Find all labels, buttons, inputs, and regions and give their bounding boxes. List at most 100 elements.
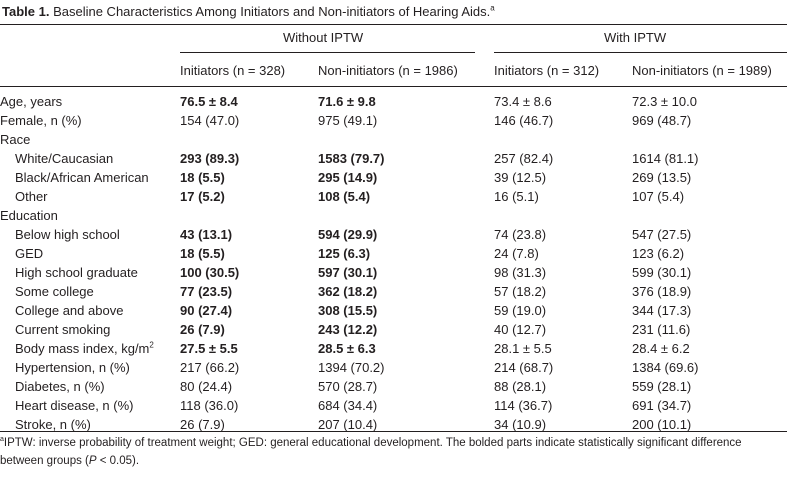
table-cell: 26 (7.9) bbox=[180, 417, 225, 432]
table-cell: 376 (18.9) bbox=[632, 284, 692, 299]
table-cell: 43 (13.1) bbox=[180, 227, 233, 242]
top-rule bbox=[0, 24, 787, 26]
row-label-text: Below high school bbox=[15, 227, 120, 242]
row-label-text: Diabetes, n (%) bbox=[15, 379, 105, 394]
table-cell: 73.4 ± 8.6 bbox=[494, 94, 552, 109]
table-cell: 17 (5.2) bbox=[180, 189, 225, 204]
table-cell: 18 (5.5) bbox=[180, 170, 225, 185]
bottom-rule bbox=[0, 431, 787, 433]
column-header-non-initiators-1: Non-initiators (n = 1986) bbox=[318, 63, 458, 78]
table-cell: 28.1 ± 5.5 bbox=[494, 341, 552, 356]
row-label: Some college bbox=[15, 282, 94, 301]
table-cell: 295 (14.9) bbox=[318, 170, 378, 185]
table-cell: 362 (18.2) bbox=[318, 284, 378, 299]
row-label: Diabetes, n (%) bbox=[15, 377, 105, 396]
table-cell: 200 (10.1) bbox=[632, 417, 692, 432]
footnote-marker: a bbox=[0, 436, 4, 444]
table-cell: 80 (24.4) bbox=[180, 379, 233, 394]
table-cell: 597 (30.1) bbox=[318, 265, 378, 280]
table-row: Current smoking 26 (7.9) 243 (12.2) 40 (12.… bbox=[0, 320, 787, 339]
table-row: College and above 90 (27.4) 308 (15.5) 59 (… bbox=[0, 301, 787, 320]
table-cell: 123 (6.2) bbox=[632, 246, 685, 261]
table-cell: 269 (13.5) bbox=[632, 170, 692, 185]
table-caption: Table 1. Baseline Characteristics Among … bbox=[2, 4, 495, 19]
row-label-text: GED bbox=[15, 246, 44, 261]
header-rule bbox=[0, 86, 787, 87]
caption-marker: a bbox=[490, 3, 495, 13]
table-cell: 16 (5.1) bbox=[494, 189, 539, 204]
table-cell: 18 (5.5) bbox=[180, 246, 225, 261]
table-cell: 24 (7.8) bbox=[494, 246, 539, 261]
table-cell: 308 (15.5) bbox=[318, 303, 378, 318]
row-label: Heart disease, n (%) bbox=[15, 396, 134, 415]
row-label-text: Age, years bbox=[0, 94, 63, 109]
table-cell: 88 (28.1) bbox=[494, 379, 547, 394]
table-cell: 599 (30.1) bbox=[632, 265, 692, 280]
table-cell: 257 (82.4) bbox=[494, 151, 554, 166]
table-row: Age, years 76.5 ± 8.4 71.6 ± 9.8 73.4 ± 8.6… bbox=[0, 92, 787, 111]
table-row: Stroke, n (%) 26 (7.9) 207 (10.4) 34 (10.9)… bbox=[0, 415, 787, 434]
column-header-initiators-1: Initiators (n = 328) bbox=[180, 63, 286, 78]
row-label-text: Other bbox=[15, 189, 48, 204]
table-cell: 27.5 ± 5.5 bbox=[180, 341, 238, 356]
row-label: High school graduate bbox=[15, 263, 138, 282]
row-label-text: College and above bbox=[15, 303, 124, 318]
table-footnote: aIPTW: inverse probability of treatment … bbox=[0, 434, 787, 470]
table-cell: 34 (10.9) bbox=[494, 417, 547, 432]
row-label: Age, years bbox=[0, 92, 62, 111]
table-cell: 114 (36.7) bbox=[494, 398, 553, 413]
table-cell: 26 (7.9) bbox=[180, 322, 225, 337]
table-cell: 1583 (79.7) bbox=[318, 151, 385, 166]
table-row: GED 18 (5.5) 125 (6.3) 24 (7.8) 123 (6.2) bbox=[0, 244, 787, 263]
table-cell: 243 (12.2) bbox=[318, 322, 378, 337]
table-cell: 39 (12.5) bbox=[494, 170, 547, 185]
table-row: White/Caucasian 293 (89.3) 1583 (79.7) 257 … bbox=[0, 149, 787, 168]
table-cell: 975 (49.1) bbox=[318, 113, 378, 128]
table-cell: 547 (27.5) bbox=[632, 227, 692, 242]
table-cell: 77 (23.5) bbox=[180, 284, 233, 299]
column-header-non-initiators-2: Non-initiators (n = 1989) bbox=[632, 63, 772, 78]
row-label-text: Body mass index, kg/m bbox=[15, 341, 150, 356]
table-cell: 559 (28.1) bbox=[632, 379, 692, 394]
table-cell: 118 (36.0) bbox=[180, 398, 239, 413]
footnote-p-symbol: P bbox=[88, 455, 97, 467]
footnote-text-end: < 0.05). bbox=[96, 455, 140, 467]
table-cell: 76.5 ± 8.4 bbox=[180, 94, 238, 109]
caption-text: Baseline Characteristics Among Initiator… bbox=[53, 4, 491, 19]
table-cell: 154 (47.0) bbox=[180, 113, 240, 128]
table-cell: 72.3 ± 10.0 bbox=[632, 94, 697, 109]
row-label: Body mass index, kg/m2 bbox=[15, 339, 154, 358]
table-row: High school graduate 100 (30.5) 597 (30.1)… bbox=[0, 263, 787, 282]
table-cell: 1394 (70.2) bbox=[318, 360, 385, 375]
table-cell: 59 (19.0) bbox=[494, 303, 547, 318]
table-cell: 684 (34.4) bbox=[318, 398, 378, 413]
row-label: Other bbox=[15, 187, 48, 206]
table-row: Female, n (%) 154 (47.0) 975 (49.1) 146 (46… bbox=[0, 111, 787, 130]
table-cell: 146 (46.7) bbox=[494, 113, 554, 128]
row-label-text: Race bbox=[0, 132, 31, 147]
row-label: Hypertension, n (%) bbox=[15, 358, 130, 377]
table-row: Black/African American 18 (5.5) 295 (14.9)… bbox=[0, 168, 787, 187]
group-rule-without-iptw bbox=[180, 52, 475, 53]
row-label-text: High school graduate bbox=[15, 265, 138, 280]
row-label: Female, n (%) bbox=[0, 111, 82, 130]
row-label-text: Education bbox=[0, 208, 58, 223]
row-label-text: Current smoking bbox=[15, 322, 111, 337]
table-cell: 207 (10.4) bbox=[318, 417, 378, 432]
group-header-without-iptw: Without IPTW bbox=[283, 30, 364, 45]
row-label-text: White/Caucasian bbox=[15, 151, 114, 166]
table-cell: 1614 (81.1) bbox=[632, 151, 699, 166]
row-label-text: Hypertension, n (%) bbox=[15, 360, 130, 375]
table-cell: 98 (31.3) bbox=[494, 265, 547, 280]
table-cell: 28.5 ± 6.3 bbox=[318, 341, 376, 356]
table-row: Some college 77 (23.5) 362 (18.2) 57 (18.2)… bbox=[0, 282, 787, 301]
row-label: Below high school bbox=[15, 225, 120, 244]
table-cell: 214 (68.7) bbox=[494, 360, 554, 375]
table-cell: 28.4 ± 6.2 bbox=[632, 341, 690, 356]
column-header-initiators-2: Initiators (n = 312) bbox=[494, 63, 600, 78]
table-cell: 691 (34.7) bbox=[632, 398, 692, 413]
row-label: Stroke, n (%) bbox=[15, 415, 91, 434]
group-header-with-iptw: With IPTW bbox=[604, 30, 667, 45]
table-row: Body mass index, kg/m2 27.5 ± 5.5 28.5 ± 6… bbox=[0, 339, 787, 358]
table-cell: 217 (66.2) bbox=[180, 360, 240, 375]
